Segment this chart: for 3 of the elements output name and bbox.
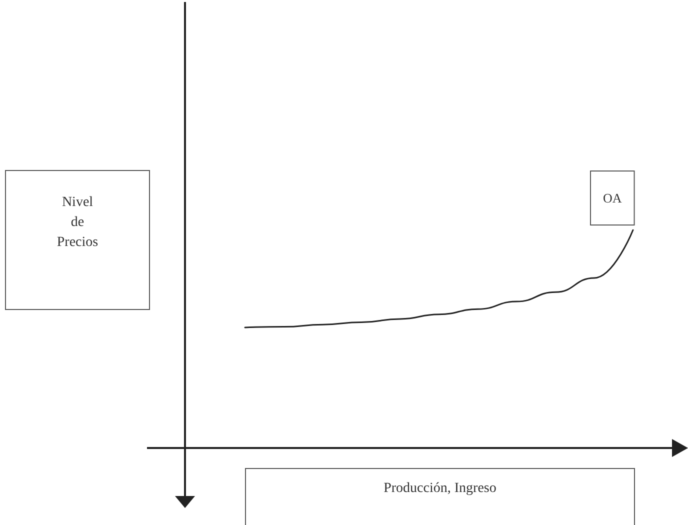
text: Nivel de Precios — [56, 194, 100, 252]
text: OA — [603, 190, 622, 206]
x-axis-title: Producción, Ingreso — [245, 468, 635, 525]
